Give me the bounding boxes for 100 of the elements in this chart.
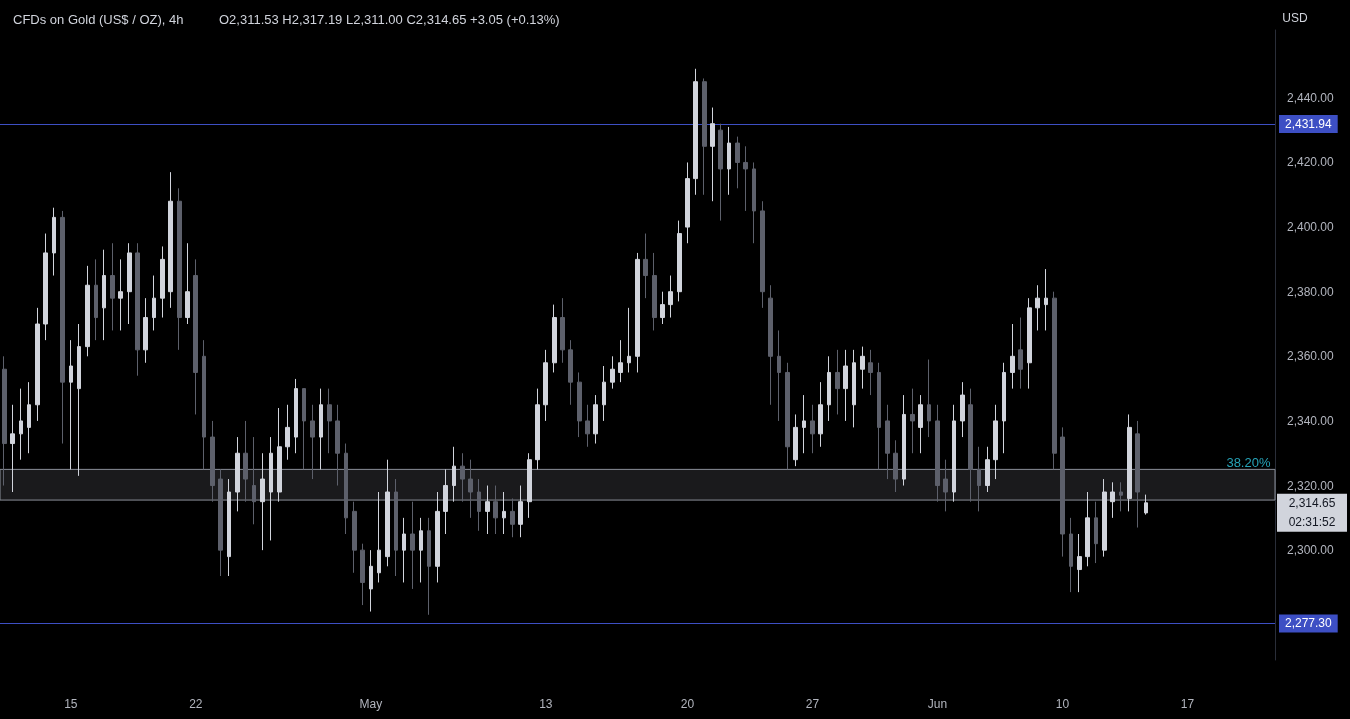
candlestick — [977, 446, 981, 512]
candlestick — [360, 543, 365, 606]
candlestick — [69, 339, 73, 470]
candlestick — [643, 233, 648, 299]
candlestick — [943, 459, 948, 512]
candlestick — [160, 245, 165, 319]
y-tick-label: 2,440.00 — [1287, 90, 1335, 105]
candlestick — [294, 378, 298, 454]
band-label: 38.20% — [1226, 455, 1271, 471]
candlestick — [1119, 481, 1123, 512]
candlestick — [335, 404, 340, 487]
candlestick — [793, 413, 798, 467]
candlestick — [1035, 284, 1040, 331]
candlestick — [394, 478, 398, 577]
candlestick — [260, 452, 265, 551]
y-tick-label: 2,300.00 — [1287, 543, 1335, 558]
candlestick — [952, 404, 956, 503]
chart-subtitle: O2,311.53 H2,317.19 L2,311.00 C2,314.65 +3.05 (+0.13%) — [219, 12, 560, 27]
candlestick — [768, 284, 773, 406]
candlestick — [118, 258, 123, 331]
candlestick — [177, 187, 182, 351]
candlestick — [677, 220, 682, 302]
x-tick-label: Jun — [927, 697, 948, 711]
candlestick — [227, 478, 231, 577]
text: 02:31:52 — [1288, 514, 1336, 529]
candlestick — [27, 381, 31, 454]
candlestick — [319, 388, 323, 470]
candlestick — [460, 452, 465, 503]
candlestick — [852, 349, 856, 428]
candlestick — [743, 145, 748, 212]
candlestick — [1085, 491, 1090, 567]
candlestick — [152, 275, 156, 331]
candlestick — [135, 242, 140, 377]
candlestick — [518, 485, 523, 538]
candlestick — [902, 394, 906, 487]
candlestick — [718, 123, 723, 222]
y-tick-label: 2,400.00 — [1287, 220, 1335, 235]
candlestick — [344, 443, 348, 535]
candlestick — [110, 242, 115, 331]
candlestick — [885, 404, 890, 480]
candlestick — [185, 242, 190, 325]
candlestick — [493, 485, 498, 535]
candlestick — [685, 161, 690, 244]
candlestick — [352, 501, 357, 574]
x-tick-label: 13 — [539, 697, 553, 711]
candlestick — [535, 388, 540, 470]
candlestick — [210, 420, 215, 503]
candlestick — [435, 491, 440, 583]
candlestick — [443, 468, 448, 535]
candlestick — [302, 388, 306, 470]
candlestick — [1052, 291, 1057, 470]
candlestick — [968, 388, 973, 503]
candlestick — [918, 394, 923, 454]
ref-line-label: 2,277.30 — [1285, 616, 1333, 631]
candlestick — [702, 77, 707, 196]
candlestick — [927, 359, 931, 438]
candlestick — [410, 501, 415, 590]
candlestick — [627, 307, 631, 373]
candlestick — [502, 491, 506, 535]
y-tick-label: 2,320.00 — [1287, 478, 1335, 493]
candlestick — [785, 362, 790, 470]
x-tick-label: 20 — [680, 697, 695, 711]
candlestick — [1027, 297, 1032, 390]
y-tick-label: 2,380.00 — [1287, 284, 1335, 299]
candlestick — [652, 252, 657, 331]
candlestick — [802, 394, 806, 454]
candlestick — [1002, 362, 1006, 454]
candlestick — [102, 249, 106, 341]
candlestick — [94, 258, 98, 341]
candlestick — [602, 365, 606, 422]
x-tick-label: 22 — [189, 697, 203, 711]
candlestick — [218, 468, 223, 577]
candlestick — [510, 497, 515, 538]
candlestick — [893, 439, 898, 493]
candlestick — [843, 349, 848, 422]
candlestick — [252, 436, 256, 525]
candlestick — [777, 329, 781, 422]
candlestick — [760, 200, 765, 309]
candlestick — [568, 339, 573, 406]
x-tick-label: May — [359, 697, 383, 711]
candlestick — [402, 517, 406, 583]
candlestick — [193, 258, 198, 415]
candlestick — [993, 404, 998, 480]
candlestick — [427, 517, 431, 616]
candlestick — [735, 136, 740, 189]
candlestick — [35, 307, 40, 422]
candlestick — [1144, 494, 1148, 516]
x-tick-label: 15 — [64, 697, 78, 711]
candlestick — [10, 404, 15, 493]
candlestick — [877, 362, 881, 470]
chart-title: CFDs on Gold (US$ / OZ), 4h — [13, 12, 184, 27]
candlestick — [452, 446, 456, 503]
candlestick — [1135, 420, 1140, 529]
candlestick — [610, 355, 615, 390]
candlestick — [385, 459, 390, 567]
candlestick — [552, 304, 557, 373]
candlestick — [710, 107, 715, 202]
candlestick — [1094, 501, 1098, 564]
candlestick — [818, 381, 823, 448]
candlestick — [327, 388, 332, 454]
